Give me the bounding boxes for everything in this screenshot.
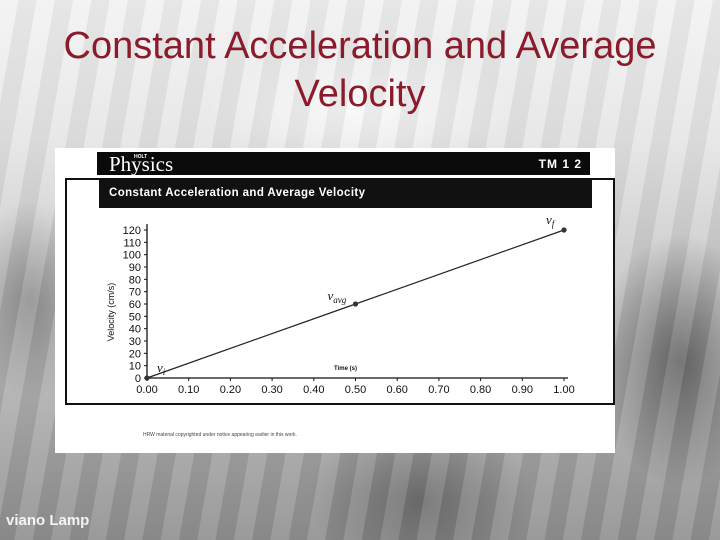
x-tick-label: 0.30 [261, 384, 282, 396]
x-tick-label: 0.00 [136, 384, 157, 396]
point-label: vavg [328, 288, 347, 305]
watermark-text: viano Lamp [6, 512, 90, 529]
figure-header: Physics HOLT TM 1 2 [97, 152, 590, 175]
x-axis-label: Time (s) [334, 366, 357, 372]
slide-title: Constant Acceleration and Average Veloci… [63, 25, 657, 115]
y-tick-label: 10 [129, 361, 141, 373]
x-tick-label: 0.40 [303, 384, 324, 396]
chart-title: Constant Acceleration and Average Veloci… [109, 187, 366, 199]
point-label: vi [157, 360, 166, 377]
x-tick-label: 0.70 [428, 384, 449, 396]
x-tick-label: 0.50 [345, 384, 366, 396]
chart-title-bar: Constant Acceleration and Average Veloci… [99, 180, 592, 208]
data-point [352, 301, 359, 307]
y-tick-label: 70 [129, 287, 141, 299]
chart-frame: Constant Acceleration and Average Veloci… [65, 178, 615, 405]
brand-small: HOLT [134, 154, 148, 160]
x-tick-label: 0.80 [470, 384, 491, 396]
y-tick-label: 50 [129, 311, 141, 323]
y-tick-label: 120 [123, 225, 141, 237]
y-axis-label: Velocity (cm/s) [106, 283, 116, 342]
y-tick-label: 0 [135, 373, 141, 385]
y-tick-label: 110 [123, 237, 141, 249]
x-tick-label: 0.90 [512, 384, 533, 396]
figure-card: Physics HOLT TM 1 2 Constant Acceleratio… [55, 148, 615, 453]
y-tick-label: 80 [129, 274, 141, 286]
y-tick-label: 30 [129, 336, 141, 348]
brand-name: Physics [109, 152, 174, 176]
x-tick-label: 0.20 [220, 384, 241, 396]
y-tick-label: 20 [129, 348, 141, 360]
x-tick-label: 0.60 [386, 384, 407, 396]
data-point [144, 375, 150, 381]
x-tick-label: 0.10 [178, 384, 199, 396]
y-tick-label: 90 [129, 262, 141, 274]
y-tick-label: 60 [129, 299, 141, 311]
x-tick-label: 1.00 [553, 384, 574, 396]
y-tick-label: 100 [123, 250, 141, 262]
y-tick-label: 40 [129, 324, 141, 336]
point-label: vf [546, 212, 556, 229]
transparency-code: TM 1 2 [538, 157, 582, 171]
copyright-footnote: HRW material copyrighted under notice ap… [143, 432, 297, 438]
data-point [561, 227, 567, 233]
